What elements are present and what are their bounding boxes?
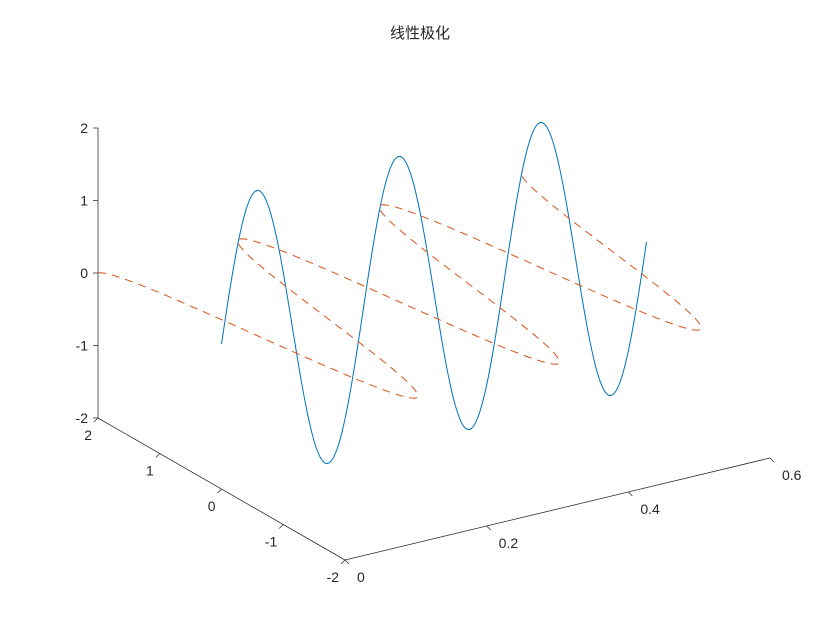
- svg-text:1: 1: [80, 193, 88, 209]
- series-orange-sine: [98, 171, 701, 398]
- svg-text:-1: -1: [76, 338, 89, 354]
- svg-text:0.4: 0.4: [640, 501, 660, 517]
- svg-text:0.2: 0.2: [499, 535, 519, 551]
- svg-text:0: 0: [80, 265, 88, 281]
- axes: -2-1012-2-101200.20.40.6: [76, 120, 802, 585]
- svg-text:2: 2: [84, 427, 92, 443]
- svg-text:0: 0: [357, 569, 365, 585]
- svg-text:0: 0: [208, 498, 216, 514]
- series-blue-sine: [222, 123, 647, 464]
- series: [98, 123, 701, 464]
- svg-text:2: 2: [80, 120, 88, 136]
- svg-text:1: 1: [146, 463, 154, 479]
- svg-text:-1: -1: [265, 534, 278, 550]
- chart-3d: -2-1012-2-101200.20.40.6: [0, 0, 840, 630]
- svg-text:-2: -2: [76, 410, 89, 426]
- svg-text:-2: -2: [327, 569, 340, 585]
- svg-text:0.6: 0.6: [782, 467, 802, 483]
